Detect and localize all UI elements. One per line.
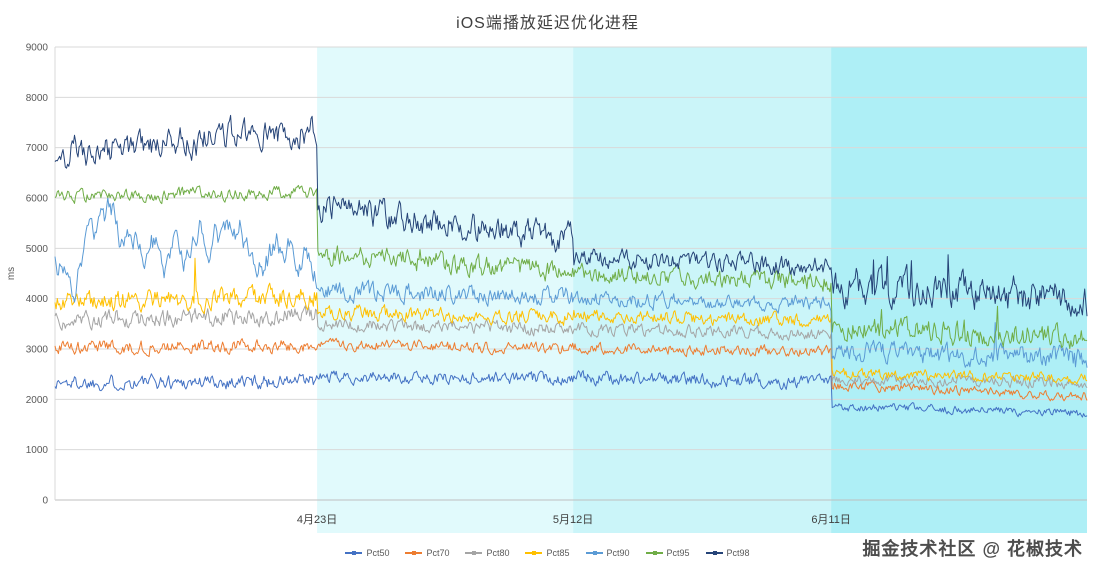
legend-label: Pct98	[726, 548, 750, 558]
legend-label: Pct95	[666, 548, 690, 558]
phase-band	[573, 47, 832, 533]
x-axis-tick-label: 6月11日	[811, 514, 851, 526]
y-axis-tick-label: 7000	[26, 143, 49, 154]
legend-line-marker	[525, 551, 543, 555]
legend-item-pct95: Pct95	[645, 548, 690, 558]
phase-band	[55, 47, 318, 533]
y-axis-tick-label: 8000	[26, 93, 49, 104]
legend-item-pct70: Pct70	[405, 548, 449, 558]
series-line-pct50	[54, 370, 1088, 418]
legend-line-marker	[585, 551, 603, 555]
series-line-pct70	[54, 337, 1088, 402]
legend-label: Pct90	[606, 548, 630, 558]
legend-line-marker	[405, 551, 423, 555]
legend-item-pct90: Pct90	[585, 548, 630, 558]
y-axis-tick-label: 9000	[26, 43, 49, 54]
series-line-pct85	[54, 257, 1088, 385]
legend-line-marker	[705, 551, 723, 555]
y-axis-tick-label: 6000	[26, 194, 49, 205]
chart-legend: Pct50 Pct70 Pct80 Pct85 Pct90 Pct95 Pct98	[0, 548, 1095, 558]
legend-label: Pct50	[366, 548, 390, 558]
series-line-pct80	[54, 305, 1088, 390]
legend-item-pct50: Pct50	[345, 548, 389, 558]
series-line-pct90	[54, 197, 1088, 368]
legend-label: Pct70	[426, 548, 450, 558]
y-axis-tick-label: 4000	[26, 294, 49, 305]
y-axis-tick-label: 1000	[26, 445, 49, 456]
y-axis-tick-label: 0	[42, 496, 48, 507]
legend-line-marker	[345, 551, 363, 555]
y-axis-title: ms	[6, 267, 17, 280]
chart-title: iOS端播放延迟优化进程	[456, 15, 639, 32]
watermark: 掘金技术社区 @ 花椒技术	[862, 539, 1083, 559]
legend-item-pct80: Pct80	[465, 548, 509, 558]
legend-item-pct85: Pct85	[525, 548, 570, 558]
legend-item-pct98: Pct98	[705, 548, 750, 558]
legend-label: Pct85	[546, 548, 570, 558]
y-axis-tick-label: 3000	[26, 345, 49, 356]
series-line-pct98	[54, 114, 1088, 317]
legend-line-marker	[465, 551, 483, 555]
x-axis-tick-label: 5月12日	[553, 514, 593, 526]
y-axis-tick-label: 2000	[26, 395, 49, 406]
phase-band	[831, 47, 1087, 533]
x-axis-tick-label: 4月23日	[297, 514, 337, 526]
y-axis-tick-label: 5000	[26, 244, 49, 255]
series-line-pct95	[54, 184, 1088, 349]
legend-line-marker	[645, 551, 663, 555]
legend-label: Pct80	[486, 548, 510, 558]
